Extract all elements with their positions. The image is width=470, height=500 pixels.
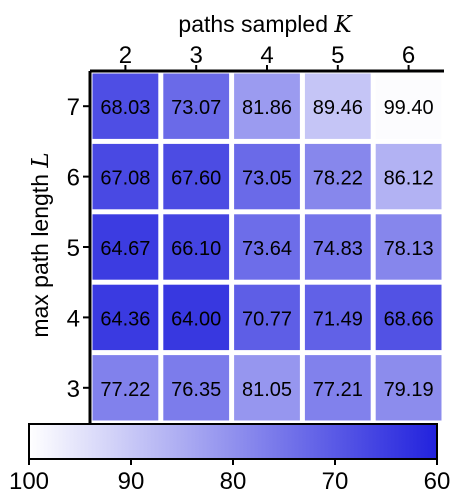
cell-value-label: 67.60 [171, 168, 221, 190]
heatmap-cell [92, 284, 159, 351]
cell-value-label: 73.64 [242, 238, 292, 260]
y-axis-title: max path length L [27, 152, 54, 337]
cell-value-label: 76.35 [171, 379, 221, 401]
heatmap-cell [163, 284, 230, 351]
heatmap-cell [163, 143, 230, 210]
heatmap-cell [92, 214, 159, 280]
heatmap-cell [304, 355, 371, 421]
x-tick-label: 5 [331, 42, 344, 69]
cell-value-label: 73.05 [242, 168, 292, 190]
x-tick-label: 6 [402, 42, 415, 69]
cell-value-label: 77.22 [100, 379, 150, 401]
heatmap-cell [375, 284, 442, 351]
colorbar-tick-label: 60 [424, 468, 451, 495]
cell-value-label: 74.83 [313, 238, 363, 260]
cell-value-label: 64.00 [171, 308, 221, 330]
heatmap-cell [375, 73, 442, 139]
y-axis-title-text: max path length [27, 174, 53, 338]
heatmap-cell [92, 73, 159, 139]
cell-value-label: 78.13 [384, 238, 434, 260]
heatmap-cell [234, 355, 300, 421]
x-axis-title-text: paths sampled [178, 11, 328, 37]
x-tick-label: 2 [119, 42, 132, 69]
y-tick-label: 4 [67, 305, 80, 332]
colorbar [28, 423, 438, 460]
colorbar-tick-label: 100 [9, 468, 49, 495]
colorbar-ticks: 100 90 80 70 60 [9, 459, 450, 495]
cell-value-label: 71.49 [313, 308, 363, 330]
x-axis-title: paths sampled K [178, 11, 353, 38]
cell-value-label: 73.07 [171, 97, 221, 119]
x-axis-title-symbol: K [333, 12, 353, 38]
cell-value-label: 79.19 [384, 379, 434, 401]
cell-value-label: 66.10 [171, 238, 221, 260]
heatmap-cell [92, 355, 159, 421]
colorbar-tick-label: 80 [220, 468, 247, 495]
y-tick-label: 5 [67, 235, 80, 262]
heatmap-cell [304, 73, 371, 139]
y-axis-title-symbol: L [28, 152, 54, 168]
heatmap-cell [375, 143, 442, 210]
cell-value-label: 64.67 [100, 238, 150, 260]
y-axis-ticks: 7 6 5 4 3 [67, 94, 90, 403]
x-tick-label: 4 [260, 42, 273, 69]
cell-value-label: 77.21 [313, 379, 363, 401]
cell-value-label: 81.05 [242, 379, 292, 401]
cell-value-label: 68.66 [384, 308, 434, 330]
heatmap-cell [234, 284, 300, 351]
heatmap-cell [163, 73, 230, 139]
heatmap-cell [304, 214, 371, 280]
cell-value-label: 64.36 [100, 308, 150, 330]
y-tick-label: 7 [67, 94, 80, 121]
y-tick-label: 3 [67, 376, 80, 403]
cell-value-label: 99.40 [384, 97, 434, 119]
heatmap-cell [304, 143, 371, 210]
heatmap-cell [375, 214, 442, 280]
heatmap-cell [234, 143, 300, 210]
cell-value-label: 70.77 [242, 308, 292, 330]
heatmap-cell [234, 214, 300, 280]
cell-value-label: 78.22 [313, 168, 363, 190]
cell-value-label: 89.46 [313, 97, 363, 119]
heatmap-cell [304, 284, 371, 351]
heatmap-cell [163, 355, 230, 421]
heatmap-cell [234, 73, 300, 139]
x-tick-label: 3 [190, 42, 203, 69]
heatmap-cell [163, 214, 230, 280]
colorbar-tick-label: 70 [322, 468, 349, 495]
heatmap-cells: 68.03 73.07 81.86 89.46 99.40 67.08 67.60 73.05… [92, 73, 442, 421]
x-axis-ticks: 2 3 4 5 6 [119, 42, 415, 71]
cell-value-label: 86.12 [384, 168, 434, 190]
heatmap-cell [92, 143, 159, 210]
y-tick-label: 6 [67, 165, 80, 192]
cell-value-label: 68.03 [100, 97, 150, 119]
heatmap-cell [375, 355, 442, 421]
cell-value-label: 67.08 [100, 168, 150, 190]
colorbar-tick-label: 90 [118, 468, 145, 495]
cell-value-label: 81.86 [242, 97, 292, 119]
